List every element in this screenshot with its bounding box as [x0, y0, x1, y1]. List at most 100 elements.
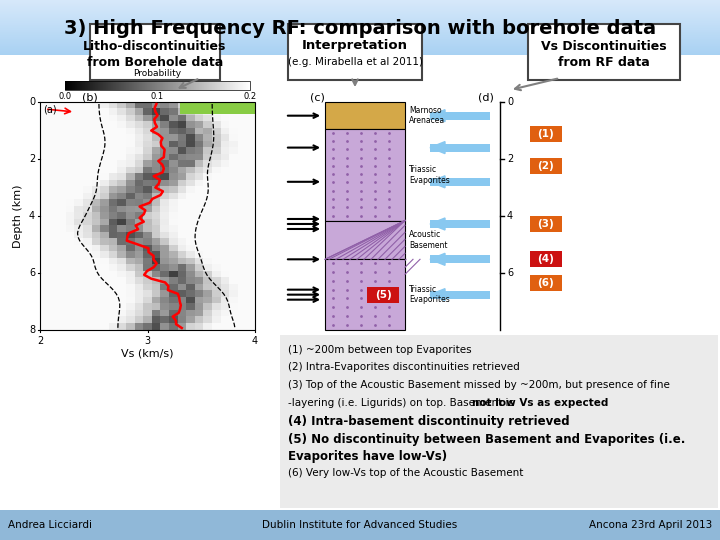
Bar [49, 232, 58, 239]
Bar [143, 219, 153, 226]
Bar [178, 206, 186, 213]
Text: (6): (6) [538, 278, 554, 288]
Bar [74, 81, 75, 90]
Bar [186, 206, 195, 213]
Bar [83, 245, 92, 252]
Bar [40, 238, 49, 245]
Bar [204, 81, 205, 90]
Bar [98, 81, 99, 90]
Bar [117, 121, 127, 128]
Bar [109, 238, 118, 245]
Bar [78, 81, 79, 90]
Bar [204, 173, 212, 180]
Bar [212, 310, 221, 317]
Bar [109, 193, 118, 200]
Text: Dublin Institute for Advanced Studies: Dublin Institute for Advanced Studies [262, 520, 458, 530]
Bar [224, 81, 225, 90]
Bar [0, 30, 720, 31]
Bar [178, 180, 186, 187]
Bar [100, 278, 109, 285]
Bar [80, 81, 81, 90]
Bar [66, 160, 75, 167]
Bar [117, 323, 127, 330]
Polygon shape [430, 141, 445, 153]
Bar [195, 271, 204, 278]
Bar [121, 81, 122, 90]
Bar [126, 316, 135, 323]
Bar [91, 297, 101, 304]
Bar [178, 186, 186, 193]
Polygon shape [430, 218, 445, 230]
Bar [171, 81, 172, 90]
Bar [219, 81, 220, 90]
Bar [165, 81, 166, 90]
Bar [91, 134, 101, 141]
Bar [131, 81, 132, 90]
Bar [91, 323, 101, 330]
Bar [113, 81, 114, 90]
Text: (5): (5) [374, 289, 392, 300]
Bar [178, 212, 186, 219]
Bar [212, 140, 221, 147]
Bar [169, 147, 178, 154]
Bar [204, 206, 212, 213]
Bar [186, 323, 195, 330]
Bar [220, 258, 230, 265]
Bar [90, 81, 91, 90]
Bar [205, 81, 206, 90]
Bar [238, 134, 247, 141]
Bar [57, 102, 66, 109]
Bar [195, 225, 204, 232]
Bar [135, 199, 144, 206]
Bar [74, 167, 84, 174]
Bar [238, 297, 247, 304]
Bar [152, 193, 161, 200]
Bar [238, 245, 247, 252]
Bar [204, 199, 212, 206]
Bar [143, 310, 153, 317]
Bar [57, 219, 66, 226]
Bar [66, 140, 75, 147]
Bar [74, 173, 84, 180]
Bar [204, 212, 212, 219]
Bar [116, 81, 117, 90]
Bar [152, 173, 161, 180]
Bar [178, 278, 186, 285]
Bar [239, 81, 240, 90]
Bar [186, 127, 195, 134]
Polygon shape [430, 253, 445, 265]
Text: (3): (3) [538, 219, 554, 229]
Bar [229, 316, 238, 323]
Bar [40, 121, 49, 128]
Bar [74, 323, 84, 330]
Bar [57, 153, 66, 160]
Bar [126, 291, 135, 298]
Bar [152, 271, 161, 278]
Bar [66, 114, 75, 122]
Bar [40, 180, 49, 187]
Bar [161, 114, 169, 122]
Bar [143, 180, 153, 187]
Bar [212, 186, 221, 193]
Bar [243, 81, 244, 90]
Text: (4): (4) [538, 254, 554, 264]
Bar [74, 232, 84, 239]
Bar [74, 303, 84, 310]
Bar [97, 81, 98, 90]
Bar [204, 251, 212, 258]
Bar [91, 147, 101, 154]
Bar [220, 278, 230, 285]
Bar [49, 238, 58, 245]
Bar [152, 180, 161, 187]
Bar [169, 316, 178, 323]
Bar [530, 251, 562, 267]
Bar [246, 127, 256, 134]
Bar [238, 225, 247, 232]
Bar [0, 41, 720, 42]
Bar [104, 81, 105, 90]
Bar [117, 291, 127, 298]
Bar [117, 303, 127, 310]
Bar [229, 147, 238, 154]
Bar [135, 284, 144, 291]
Bar [49, 284, 58, 291]
